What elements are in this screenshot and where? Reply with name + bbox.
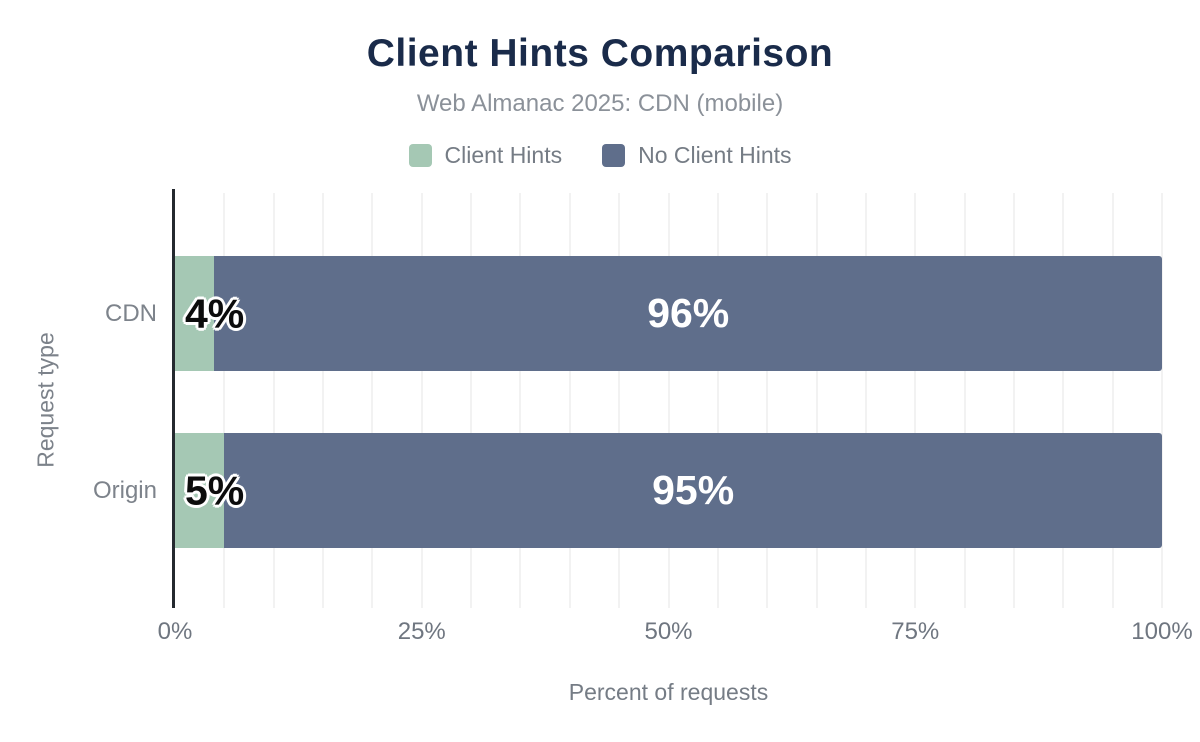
- x-tick-0: 0%: [157, 618, 193, 645]
- x-tick-100: 100%: [1131, 618, 1193, 645]
- legend-item-1: No Client Hints: [602, 142, 792, 169]
- gridline: [519, 193, 522, 608]
- gridline: [667, 193, 670, 608]
- bar-row-cdn: CDN 4% 96%: [105, 256, 1162, 371]
- x-tick-75: 75%: [891, 618, 940, 645]
- chart-subtitle: Web Almanac 2025: CDN (mobile): [416, 90, 784, 117]
- value-label: 95%: [652, 467, 735, 513]
- gridline: [1161, 193, 1163, 608]
- gridline: [963, 193, 966, 608]
- gridline: [716, 193, 719, 608]
- legend-swatch-icon: [602, 144, 626, 167]
- gridline: [914, 193, 917, 608]
- gridline: [618, 193, 621, 608]
- value-label: 4%: [185, 290, 245, 336]
- legend-item-0: Client Hints: [408, 142, 563, 169]
- x-axis-ticks: 0% 25% 50% 75% 100%: [158, 618, 1193, 648]
- gridline: [766, 193, 769, 608]
- plot-area: CDN 4% 96% Origin 5% 95%: [93, 189, 1163, 608]
- bar-segment-client-hints: [175, 256, 215, 371]
- gridline: [371, 193, 374, 608]
- gridline: [1111, 193, 1114, 608]
- category-label: Origin: [92, 476, 157, 504]
- gridline: [420, 193, 423, 608]
- bar-segment-no-client-hints: 95%: [224, 433, 1162, 548]
- value-label: 5%: [185, 467, 245, 513]
- category-label: CDN: [105, 299, 157, 327]
- gridline: [470, 193, 473, 608]
- x-tick-25: 25%: [397, 618, 446, 645]
- y-axis-line: [172, 189, 175, 608]
- legend: Client Hints No Client Hints: [0, 142, 1200, 169]
- bar-segment-no-client-hints: 96%: [214, 256, 1162, 371]
- gridline: [1012, 193, 1015, 608]
- gridline: [568, 193, 571, 608]
- y-axis-label: Request type: [32, 332, 59, 468]
- gridline: [1062, 193, 1065, 608]
- chart-title: Client Hints Comparison: [366, 32, 834, 75]
- value-label: 96%: [647, 290, 730, 336]
- x-tick-50: 50%: [644, 618, 693, 645]
- gridline: [272, 193, 275, 608]
- gridline: [223, 193, 226, 608]
- gridline: [322, 193, 325, 608]
- legend-label: Client Hints: [444, 142, 563, 168]
- bar-segment-client-hints: [175, 433, 225, 548]
- bar-row-origin: Origin 5% 95%: [93, 433, 1162, 548]
- legend-swatch-icon: [408, 144, 432, 167]
- x-axis-label: Percent of requests: [568, 679, 769, 705]
- legend-label: No Client Hints: [638, 142, 792, 168]
- gridline: [815, 193, 818, 608]
- gridline: [864, 193, 867, 608]
